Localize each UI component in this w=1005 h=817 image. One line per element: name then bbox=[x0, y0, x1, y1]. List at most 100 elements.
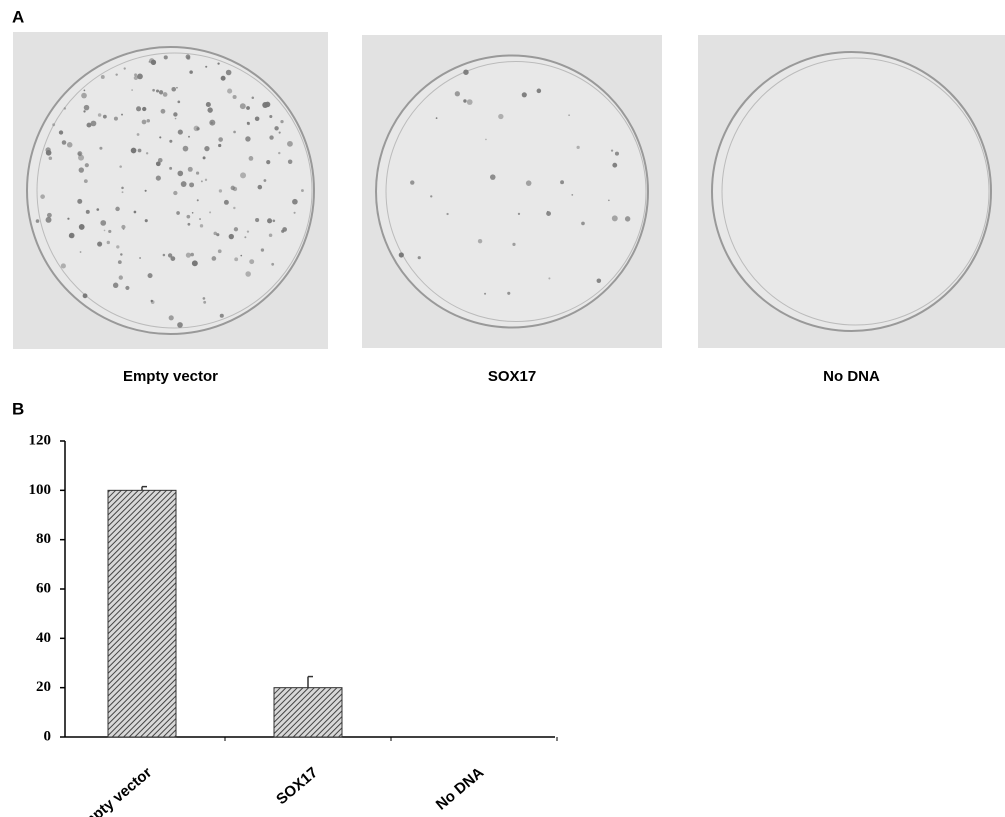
colony bbox=[103, 115, 107, 119]
colony bbox=[170, 256, 175, 261]
colony bbox=[161, 109, 166, 114]
colony bbox=[59, 130, 63, 134]
colony bbox=[269, 115, 272, 118]
colony bbox=[145, 219, 148, 222]
colony bbox=[560, 180, 564, 184]
y-tick-label: 40 bbox=[36, 630, 51, 646]
colony bbox=[410, 180, 414, 184]
colony bbox=[61, 263, 66, 268]
figure: A B Empty vectorSOX17No DNA 020406080100… bbox=[0, 0, 1005, 817]
colony bbox=[217, 62, 219, 64]
colony bbox=[47, 213, 52, 218]
colony bbox=[96, 208, 99, 211]
colony bbox=[490, 174, 496, 180]
colony bbox=[125, 286, 129, 290]
colony bbox=[199, 218, 201, 220]
y-tick-label: 100 bbox=[29, 482, 52, 498]
colony bbox=[177, 171, 183, 177]
colony bbox=[234, 227, 238, 231]
colony bbox=[205, 66, 207, 68]
colony bbox=[612, 163, 617, 168]
colony bbox=[177, 322, 183, 328]
colony bbox=[159, 136, 161, 138]
colony bbox=[258, 185, 263, 190]
colony bbox=[233, 207, 235, 209]
colony bbox=[100, 220, 106, 226]
colony bbox=[122, 191, 124, 193]
colony bbox=[121, 114, 123, 116]
colony bbox=[192, 260, 198, 266]
colony bbox=[69, 233, 75, 239]
colony bbox=[255, 116, 260, 121]
colony bbox=[485, 139, 487, 141]
colony bbox=[145, 190, 147, 192]
colony bbox=[226, 70, 232, 76]
colony bbox=[84, 179, 88, 183]
colony bbox=[156, 161, 161, 166]
colony bbox=[274, 126, 278, 130]
colony bbox=[164, 55, 168, 59]
colony bbox=[101, 75, 105, 79]
colony bbox=[418, 256, 421, 259]
colony bbox=[169, 315, 174, 320]
colony bbox=[79, 167, 84, 172]
colony bbox=[134, 73, 137, 76]
colony bbox=[84, 90, 86, 92]
y-tick-label: 60 bbox=[36, 580, 51, 596]
colony bbox=[183, 146, 189, 152]
colony bbox=[615, 152, 619, 156]
colony bbox=[240, 255, 242, 257]
colony bbox=[137, 133, 140, 136]
colony bbox=[279, 132, 281, 134]
colony bbox=[134, 76, 138, 80]
colony bbox=[46, 150, 52, 156]
colony bbox=[201, 180, 203, 182]
plate-caption: SOX17 bbox=[488, 368, 536, 385]
colony bbox=[186, 215, 190, 219]
colony bbox=[169, 140, 172, 143]
y-tick-label: 80 bbox=[36, 531, 51, 547]
colony bbox=[152, 89, 155, 92]
colony bbox=[169, 167, 172, 170]
colony bbox=[196, 171, 199, 174]
colony bbox=[113, 283, 118, 288]
colony bbox=[131, 89, 133, 91]
colony bbox=[151, 300, 153, 302]
colony bbox=[146, 152, 148, 154]
colony bbox=[186, 253, 191, 258]
colony bbox=[36, 219, 40, 223]
colony bbox=[156, 89, 159, 92]
colony bbox=[171, 87, 176, 92]
colony bbox=[173, 191, 177, 195]
y-tick-label: 0 bbox=[44, 728, 52, 744]
colony bbox=[64, 107, 66, 109]
colony bbox=[115, 73, 117, 75]
colony bbox=[83, 293, 88, 298]
colony bbox=[197, 199, 199, 201]
colony bbox=[233, 95, 237, 99]
colony bbox=[231, 186, 235, 190]
colony bbox=[46, 217, 52, 223]
colony bbox=[249, 156, 254, 161]
colony bbox=[148, 273, 153, 278]
colony bbox=[181, 181, 187, 187]
colony bbox=[446, 213, 448, 215]
colony bbox=[287, 141, 293, 147]
colony bbox=[273, 219, 276, 222]
colony bbox=[278, 152, 280, 154]
panel-label: B bbox=[12, 399, 24, 418]
colony bbox=[91, 121, 97, 127]
colony bbox=[142, 120, 147, 125]
colony bbox=[81, 93, 87, 99]
colony bbox=[209, 211, 211, 213]
colony bbox=[244, 236, 246, 238]
colony bbox=[137, 73, 143, 79]
colony bbox=[115, 207, 120, 212]
colony bbox=[203, 301, 206, 304]
colony bbox=[221, 76, 226, 81]
colony bbox=[80, 251, 82, 253]
colony bbox=[611, 150, 613, 152]
colony bbox=[156, 176, 161, 181]
colony bbox=[608, 200, 610, 202]
